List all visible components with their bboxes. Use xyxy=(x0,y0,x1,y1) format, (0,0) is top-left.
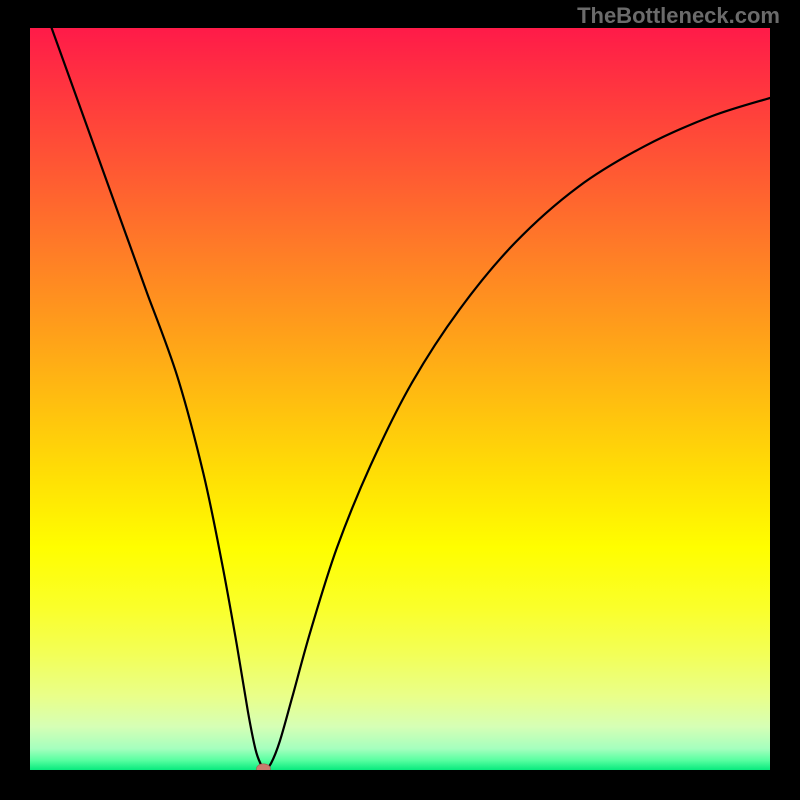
watermark-text: TheBottleneck.com xyxy=(577,3,780,29)
bottleneck-chart xyxy=(29,27,771,771)
optimal-point-marker xyxy=(256,764,270,771)
chart-container: TheBottleneck.com xyxy=(0,0,800,800)
